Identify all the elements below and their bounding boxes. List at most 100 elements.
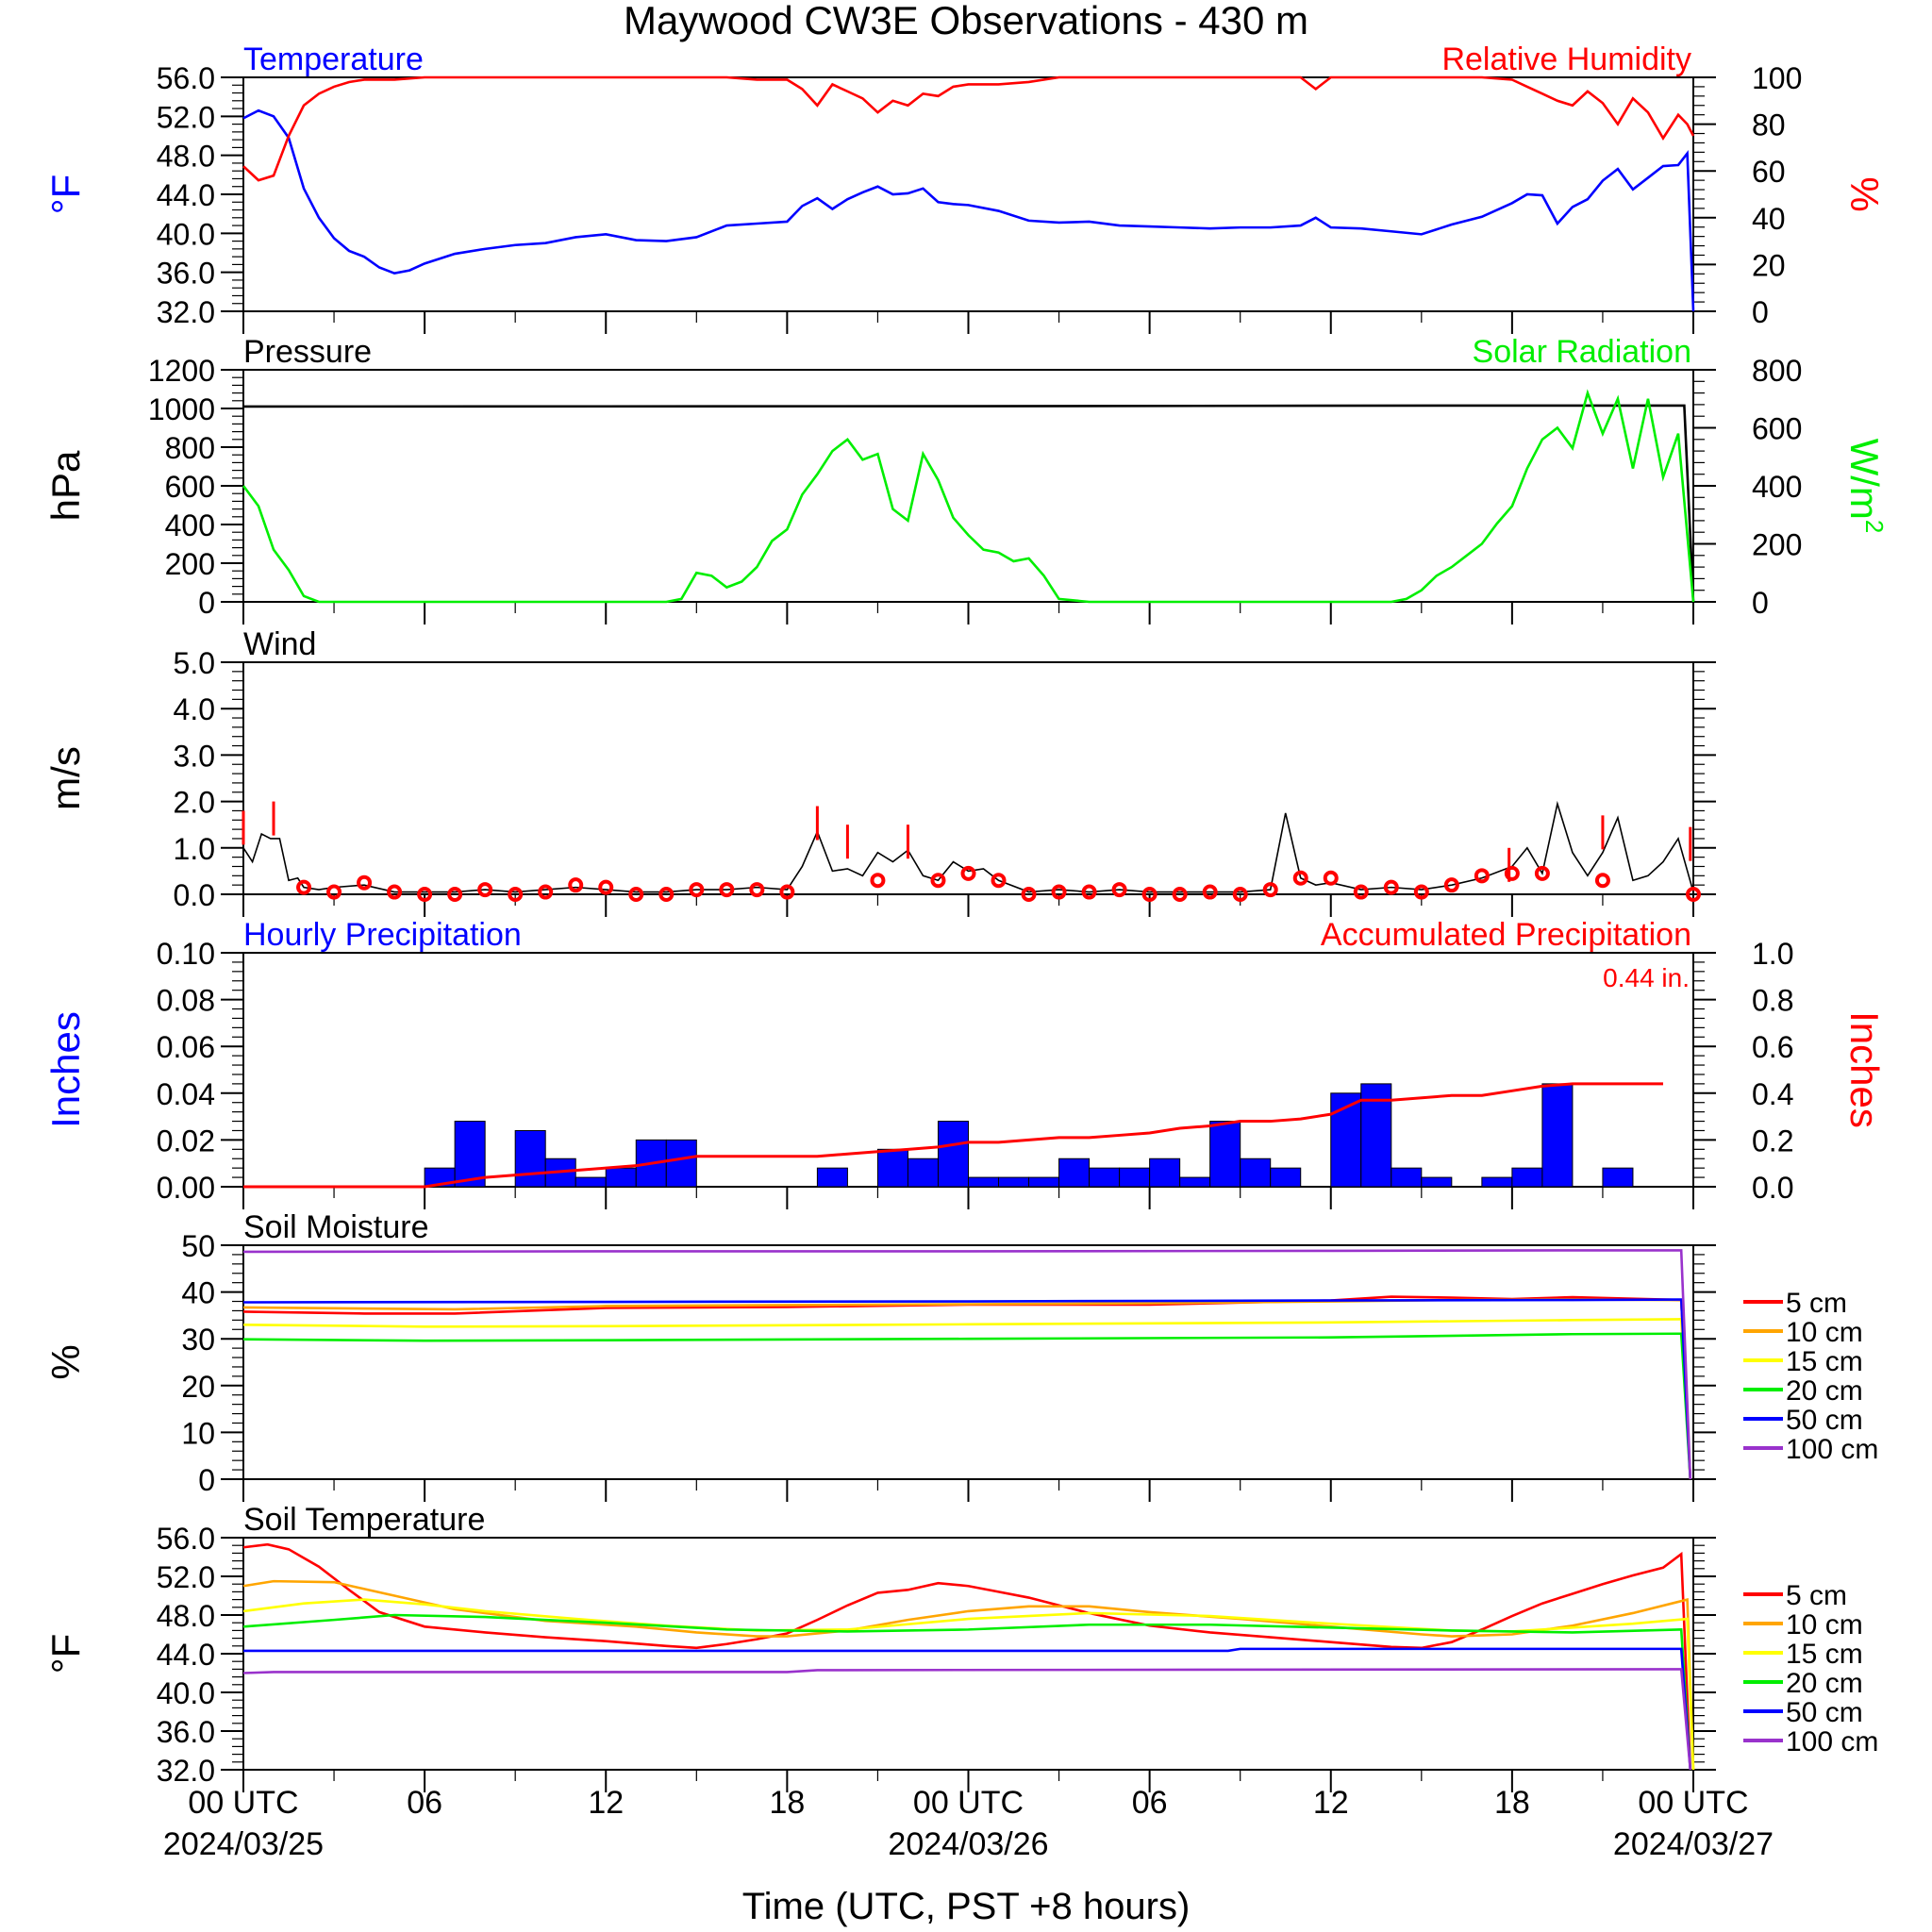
panel-frame — [242, 1537, 1694, 1771]
x-date-label: 2024/03/26 — [888, 1826, 1048, 1862]
panel-left-title: Pressure — [243, 334, 372, 370]
y-tick-label: 5.0 — [174, 646, 215, 680]
x-tick-label: 12 — [1313, 1785, 1349, 1821]
y-tick-label: 200 — [165, 547, 215, 581]
right-tick-label: 40 — [1752, 202, 1786, 236]
legend-label: 100 cm — [1786, 1726, 1878, 1757]
y-tick-label: 50 — [181, 1229, 215, 1263]
y-tick-label: 0.02 — [157, 1124, 215, 1158]
right-tick-label: 200 — [1752, 528, 1802, 562]
legend-label: 5 cm — [1786, 1288, 1847, 1319]
precip-bar — [1511, 1167, 1543, 1188]
panel-temperature_humidity: 56.0 52.0 48.0 44.0 40.0 36.0 32.0 100 80 60 40 20 0… — [43, 42, 1887, 334]
panel-left-title: Soil Temperature — [243, 1502, 485, 1538]
y-tick-label: 10 — [181, 1416, 215, 1450]
accum-total-annotation: 0.44 in. — [1603, 963, 1690, 992]
wind-mean-circle — [1202, 884, 1218, 900]
wind-mean-circle — [1413, 884, 1429, 900]
series-line-temperature — [242, 108, 1695, 312]
wind-mean-circle — [1474, 868, 1490, 884]
precip-bar — [575, 1176, 607, 1188]
right-tick-label: 100 — [1752, 61, 1802, 95]
x-date-label: 2024/03/25 — [163, 1826, 324, 1862]
panel-left-title: Temperature — [243, 42, 424, 77]
panel-left-title: Hourly Precipitation — [243, 917, 522, 953]
left-unit-label: °F — [43, 1634, 88, 1674]
x-tick-labels: 00 UTC 2024/03/25 06 12 18 00 UTC 2024/03/26 06… — [163, 1785, 1774, 1862]
series-line-d20 — [242, 1613, 1692, 1771]
series-line-d5 — [242, 1542, 1692, 1771]
panel-precipitation: 0.10 0.08 0.06 0.04 0.02 0.00 1.0 0.8 0.6 0.4 0.2 0… — [43, 917, 1887, 1209]
wind-mean-circle — [1081, 884, 1097, 900]
legend-label: 50 cm — [1786, 1697, 1863, 1728]
x-tick-label: 06 — [407, 1785, 442, 1821]
precip-bar — [1240, 1158, 1272, 1188]
wind-mean-circle — [1383, 879, 1399, 895]
wind-mean-circle — [628, 887, 644, 902]
y-tick-label: 52.0 — [157, 1560, 215, 1594]
left-unit-label: Inches — [43, 1011, 88, 1128]
precip-bar — [454, 1121, 486, 1188]
wind-mean-circle — [598, 879, 614, 895]
y-tick-label: 36.0 — [157, 1715, 215, 1749]
right-tick-label: 600 — [1752, 412, 1802, 446]
y-tick-label: 20 — [181, 1370, 215, 1404]
y-tick-label: 600 — [165, 470, 215, 504]
right-tick-label: 800 — [1752, 354, 1802, 388]
y-tick-label: 0 — [198, 586, 215, 620]
x-tick-label: 00 UTC — [1638, 1785, 1748, 1821]
wind-mean-circle — [1021, 887, 1037, 902]
right-tick-label: 0 — [1752, 586, 1769, 620]
precip-bar — [1209, 1121, 1241, 1188]
wind-mean-circle — [749, 882, 765, 898]
y-tick-label: 56.0 — [157, 61, 215, 95]
panels-group: 56.052.048.044.040.036.032.0100806040200… — [43, 42, 1889, 1862]
y-tick-label: 36.0 — [157, 257, 215, 291]
left-unit-label: m/s — [43, 746, 88, 810]
y-tick-label: 48.0 — [157, 140, 215, 174]
wind-mean-circle — [1292, 870, 1308, 886]
left-unit-label: % — [43, 1344, 88, 1379]
series-line-d50 — [243, 1647, 1692, 1771]
right-tick-label: 0.6 — [1752, 1030, 1793, 1064]
right-tick-label: 20 — [1752, 248, 1786, 282]
series-line-pressure — [242, 404, 1695, 603]
y-tick-label: 56.0 — [157, 1522, 215, 1556]
precip-bar — [1602, 1167, 1634, 1188]
wind-mean-circle — [1141, 887, 1158, 902]
y-tick-label: 800 — [165, 431, 215, 465]
right-tick-label: 0.4 — [1752, 1077, 1793, 1111]
right-tick-label: 0.2 — [1752, 1124, 1793, 1158]
wind-mean-circle — [689, 882, 705, 898]
right-tick-label: 60 — [1752, 155, 1786, 189]
series-line-d15 — [242, 1598, 1695, 1771]
legend-label: 20 cm — [1786, 1375, 1863, 1407]
legend-label: 20 cm — [1786, 1668, 1863, 1699]
series-line-wind — [242, 800, 1694, 893]
wind-mean-circle — [1051, 884, 1067, 900]
y-tick-label: 40 — [181, 1276, 215, 1310]
precip-bar — [1149, 1158, 1181, 1188]
y-tick-label: 1200 — [148, 354, 215, 388]
y-tick-label: 0.04 — [157, 1077, 215, 1111]
series-line-d100 — [242, 1249, 1692, 1480]
wind-mean-circle — [568, 877, 584, 893]
wind-mean-circle — [658, 887, 675, 902]
wind-mean-circle — [930, 873, 946, 889]
wind-mean-circle — [1172, 887, 1188, 902]
series-line-d10 — [242, 1579, 1695, 1771]
wind-mean-circle — [417, 887, 433, 902]
panel-frame — [242, 1244, 1694, 1480]
series-line-d50 — [242, 1298, 1692, 1480]
panel-frame — [242, 661, 1694, 895]
y-tick-label: 4.0 — [174, 692, 215, 726]
left-unit-label: hPa — [43, 450, 88, 521]
series-line-d100 — [242, 1668, 1692, 1771]
legend-label: 15 cm — [1786, 1346, 1863, 1377]
y-tick-label: 30 — [181, 1323, 215, 1357]
x-tick-label: 12 — [588, 1785, 624, 1821]
y-tick-label: 2.0 — [174, 786, 215, 820]
series-line-d20 — [242, 1332, 1692, 1480]
